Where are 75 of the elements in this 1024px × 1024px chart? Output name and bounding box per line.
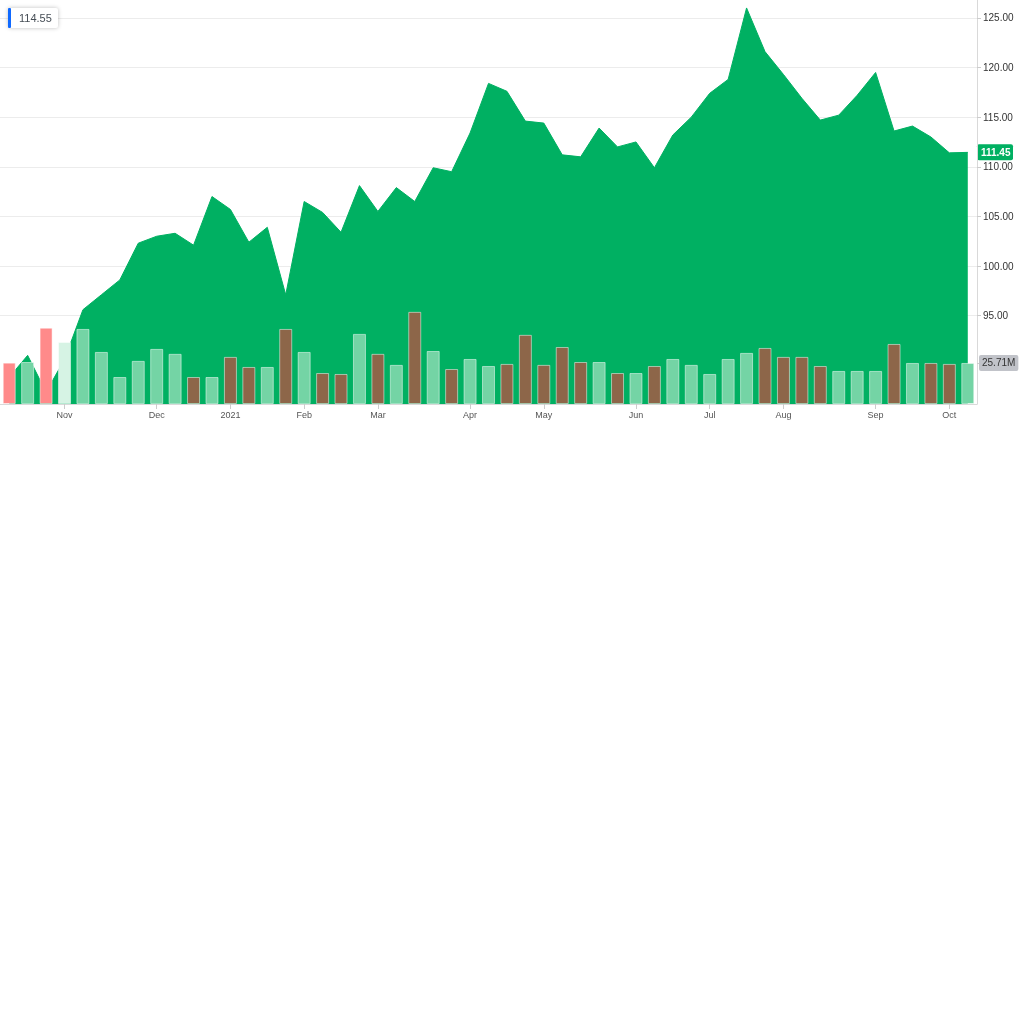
bar [2, 362, 16, 404]
bar [869, 370, 883, 404]
bar [850, 370, 864, 404]
bar [260, 366, 274, 404]
bar [795, 356, 809, 404]
y-tick-label: 115.00 [983, 111, 1014, 123]
bar [426, 350, 440, 404]
annotation: 111.45 [981, 146, 1011, 158]
y2-tick-label: 25.71M [982, 357, 1016, 369]
x-tick-label: Aug [775, 409, 792, 420]
y-tick-label: 105.00 [983, 210, 1015, 222]
x-tick-label: May [535, 409, 553, 420]
x-tick-label: Mar [370, 409, 386, 420]
bar [205, 377, 219, 404]
y-tick-label: 120.00 [983, 62, 1015, 73]
x-tick-label: 2021 [220, 409, 241, 420]
bar [740, 352, 754, 404]
annotation: 114.55 [19, 12, 52, 24]
bar [887, 343, 901, 404]
x-tick-label: Dec [148, 409, 166, 420]
bar [242, 366, 256, 404]
x-tick-label: Sep [867, 409, 884, 420]
bar [942, 363, 956, 404]
bar [924, 362, 938, 404]
bar [721, 358, 735, 404]
bar [629, 373, 643, 404]
bar [316, 373, 330, 404]
x-tick-label: Apr [463, 409, 478, 420]
bar [352, 333, 366, 404]
bar [832, 370, 846, 404]
bar [389, 364, 403, 404]
bar [666, 358, 680, 404]
bar [297, 351, 311, 404]
bar [482, 366, 495, 404]
y-tick-label: 125.00 [983, 12, 1015, 24]
y-tick-label: 110.00 [983, 161, 1014, 173]
x-tick-label: Jul [703, 409, 716, 420]
bar [113, 377, 127, 404]
x-tick-label: Jun [628, 409, 644, 420]
bar [518, 334, 532, 404]
bar [776, 356, 790, 404]
bar [21, 362, 35, 404]
bar [39, 327, 53, 404]
bar [500, 363, 514, 404]
bar [168, 353, 182, 404]
bar [592, 362, 606, 404]
bar [905, 362, 919, 404]
bar [445, 369, 459, 404]
y-tick-label: 95.00 [983, 310, 1009, 322]
bar [131, 360, 145, 404]
bar [758, 347, 772, 404]
bar [574, 362, 588, 404]
bar [334, 373, 348, 404]
bar [555, 346, 569, 404]
x-tick-label: Nov [56, 409, 74, 420]
bar [611, 373, 625, 404]
bar [684, 364, 698, 404]
bar [150, 348, 164, 404]
bar [187, 377, 201, 404]
bar [371, 353, 385, 404]
y-tick-label: 100.00 [983, 260, 1015, 272]
bar [223, 356, 237, 404]
bar [58, 341, 72, 404]
bar [463, 358, 477, 404]
bar [703, 373, 717, 404]
x-tick-label: Oct [942, 409, 957, 420]
bar [961, 362, 975, 404]
bar [279, 328, 293, 404]
bar [537, 364, 551, 404]
x-tick-label: Feb [296, 409, 312, 420]
bar [408, 311, 422, 404]
bar [813, 366, 827, 404]
bar [647, 366, 661, 404]
bar [94, 351, 108, 404]
bar [76, 328, 90, 404]
